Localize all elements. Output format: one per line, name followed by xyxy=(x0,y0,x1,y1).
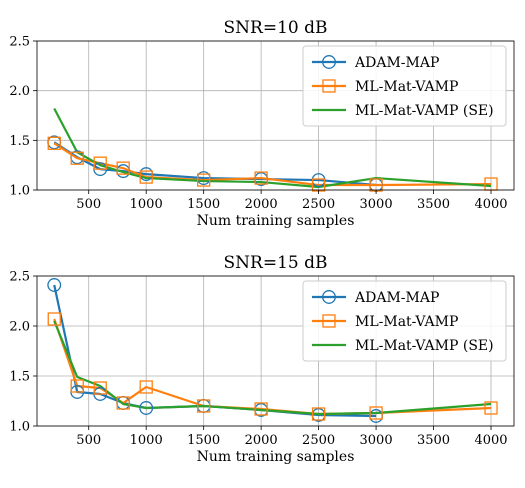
x-tick-label: 2500 xyxy=(302,433,335,448)
legend: ADAM-MAP ML-Mat-VAMP ML-Mat-VAMP (SE) xyxy=(302,45,507,127)
y-tick-label: 2.5 xyxy=(9,35,30,50)
data-point-square xyxy=(47,312,61,326)
data-point-square xyxy=(116,161,130,175)
data-point-square xyxy=(311,407,326,421)
y-tick-label: 2.0 xyxy=(9,84,30,99)
legend-marker-square xyxy=(322,79,336,93)
x-axis-label: Num training samples xyxy=(197,213,355,229)
x-tick-label: 3000 xyxy=(360,197,393,212)
chart-snr-15: 500 1000 1500 2000 2500 3000 3500 4000 1.0 1.5 2.0… xyxy=(9,253,515,465)
plot-area xyxy=(53,284,492,418)
plot-area xyxy=(53,108,492,189)
x-tick-label: 2500 xyxy=(302,197,335,212)
y-tick-label: 1.5 xyxy=(9,370,30,385)
x-tick-label: 1000 xyxy=(130,433,163,448)
legend-label: ADAM-MAP xyxy=(354,55,439,71)
legend-label: ML-Mat-VAMP xyxy=(355,314,458,330)
data-point-square xyxy=(116,396,130,410)
data-point-square xyxy=(484,401,498,415)
legend-box xyxy=(302,45,507,127)
x-tick-label: 500 xyxy=(76,197,101,212)
x-tick-label: 3000 xyxy=(360,433,393,448)
legend-label: ML-Mat-VAMP (SE) xyxy=(355,103,494,119)
data-point-circle xyxy=(139,401,154,415)
series-line-0 xyxy=(53,141,377,187)
y-tick-label: 2.0 xyxy=(9,320,30,335)
x-tick-label: 1000 xyxy=(130,197,163,212)
legend-label: ADAM-MAP xyxy=(354,290,439,306)
legend-marker-circle xyxy=(322,55,336,69)
data-point-square xyxy=(369,406,383,420)
x-tick-label: 3500 xyxy=(417,433,450,448)
data-point-square xyxy=(139,380,153,394)
data-point-square xyxy=(254,171,268,185)
y-tick-label: 1.5 xyxy=(9,134,30,149)
x-axis-label: Num training samples xyxy=(197,449,355,465)
data-point-square xyxy=(197,173,211,187)
legend-marker-square xyxy=(322,314,336,328)
chart-snr-10: 500 1000 1500 2000 2500 3000 3500 4000 1.0 1.5 2.0… xyxy=(9,18,515,229)
x-tick-label: 1500 xyxy=(187,433,220,448)
data-point-square xyxy=(93,381,107,395)
data-point-square xyxy=(197,399,211,413)
x-tick-label: 3500 xyxy=(417,197,450,212)
legend-label: ML-Mat-VAMP (SE) xyxy=(355,338,494,354)
data-point-square xyxy=(93,156,107,170)
x-tick-label: 500 xyxy=(76,433,101,448)
series-line-2 xyxy=(53,108,492,189)
data-point-square xyxy=(139,170,153,184)
x-tick-label: 4000 xyxy=(474,197,507,212)
axes-frame xyxy=(36,275,515,427)
x-tick-label: 2000 xyxy=(245,197,278,212)
series-line-1 xyxy=(53,142,492,187)
x-tick-label: 1500 xyxy=(187,197,220,212)
legend-marker-circle xyxy=(322,290,336,304)
legend-label: ML-Mat-VAMP xyxy=(355,79,458,95)
axes-frame xyxy=(36,40,515,191)
legend-box xyxy=(302,280,507,362)
data-point-square xyxy=(254,402,268,416)
chart-title: SNR=10 dB xyxy=(224,18,328,38)
data-point-square xyxy=(70,151,84,165)
x-tick-label: 2000 xyxy=(245,433,278,448)
y-tick-label: 1.0 xyxy=(9,420,30,435)
data-point-square xyxy=(70,379,84,393)
x-tick-label: 4000 xyxy=(474,433,507,448)
series-line-2 xyxy=(53,320,492,416)
y-tick-label: 2.5 xyxy=(9,270,30,285)
chart-title: SNR=15 dB xyxy=(224,253,328,273)
data-point-circle xyxy=(47,278,62,292)
legend: ADAM-MAP ML-Mat-VAMP ML-Mat-VAMP (SE) xyxy=(302,280,507,362)
data-point-square xyxy=(47,136,61,150)
y-tick-label: 1.0 xyxy=(9,184,30,199)
